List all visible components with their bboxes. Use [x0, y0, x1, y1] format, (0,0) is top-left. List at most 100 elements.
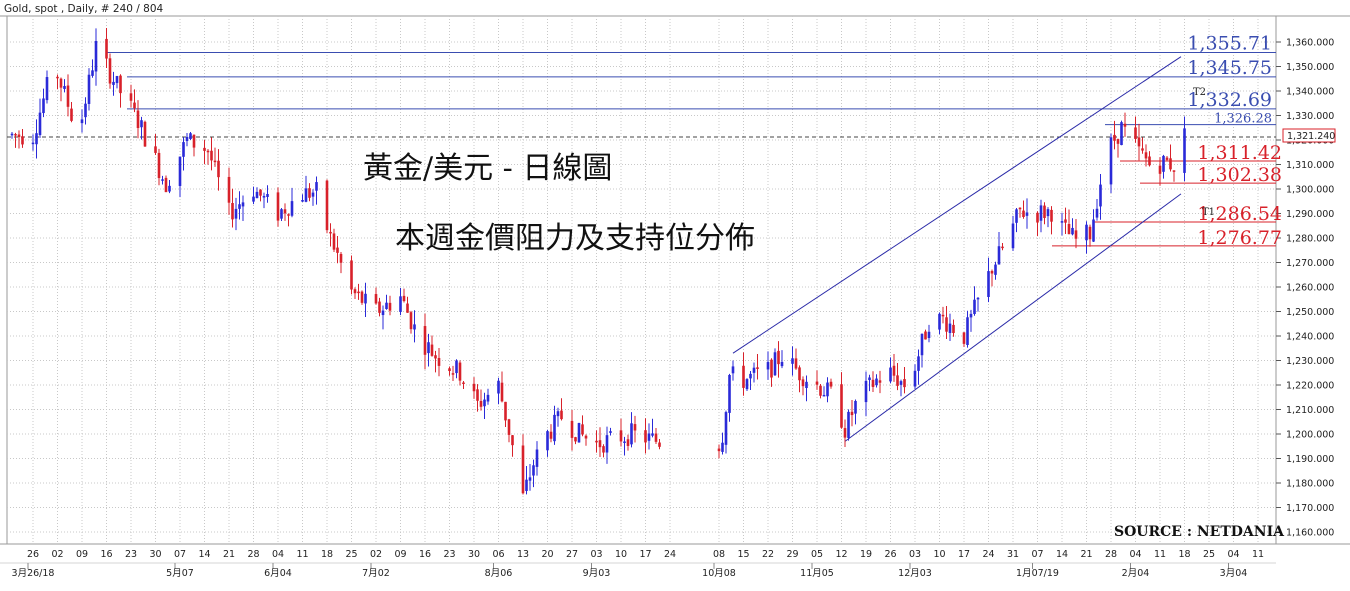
y-tick-label: 1,260.000 — [1286, 283, 1334, 294]
candle-down — [406, 303, 409, 313]
candle-up — [10, 133, 14, 136]
candle-up — [497, 380, 500, 394]
x-tick-label: 19 — [860, 549, 872, 560]
candle-down — [66, 85, 70, 107]
candle-up — [1162, 155, 1165, 172]
x-tick-label: 11 — [1154, 549, 1166, 560]
candle-down — [378, 301, 381, 313]
y-tick-label: 1,300.000 — [1286, 185, 1334, 196]
y-tick-label: 1,190.000 — [1286, 454, 1334, 465]
x-tick-label: 15 — [737, 549, 749, 560]
candlestick-series — [10, 27, 1186, 495]
x-tick-label: 24 — [664, 549, 676, 560]
candle-up — [556, 411, 560, 417]
candle-down — [504, 401, 507, 421]
channel-upper-line — [732, 56, 1182, 354]
candle-up — [385, 302, 388, 310]
candle-down — [850, 411, 854, 416]
month-label: 1月07/19 — [1016, 568, 1059, 579]
y-tick-label: 1,240.000 — [1286, 332, 1334, 343]
x-tick-label: 03 — [909, 549, 921, 560]
candle-down — [231, 202, 234, 220]
candle-down — [332, 233, 336, 250]
candle-down — [409, 312, 413, 330]
candle-down — [626, 439, 630, 446]
candle-up — [528, 477, 532, 481]
x-tick-label: 30 — [468, 549, 480, 560]
candle-up — [913, 370, 917, 387]
candle-down — [1113, 134, 1116, 141]
candle-down — [840, 384, 843, 428]
x-tick-label: 28 — [1105, 549, 1117, 560]
candle-up — [42, 98, 45, 114]
candle-down — [206, 150, 210, 153]
candle-up — [605, 435, 609, 453]
x-tick-label: 04 — [1227, 549, 1239, 560]
candle-down — [598, 440, 602, 448]
candle-up — [780, 361, 784, 367]
candle-down — [423, 326, 427, 355]
candle-down — [1123, 123, 1127, 127]
candle-up — [255, 191, 259, 199]
candle-up — [35, 133, 38, 145]
y-tick-label: 1,310.000 — [1286, 160, 1334, 171]
y-tick-label: 1,210.000 — [1286, 405, 1334, 416]
candle-down — [507, 419, 511, 435]
support-label: 1,311.42 — [1197, 142, 1282, 164]
candle-down — [276, 192, 280, 221]
candle-up — [290, 201, 294, 216]
gridlines — [7, 16, 1276, 544]
candle-down — [815, 381, 819, 385]
candle-up — [987, 271, 990, 297]
x-tick-label: 25 — [1203, 549, 1215, 560]
candle-up — [252, 196, 255, 202]
candle-up — [262, 196, 266, 198]
candle-down — [801, 379, 805, 387]
x-tick-label: 02 — [51, 549, 63, 560]
x-tick-label: 23 — [125, 549, 137, 560]
chart-title-line1: 黃金/美元 - 日線圖 — [363, 151, 612, 186]
candle-up — [1025, 212, 1029, 216]
x-tick-label: 04 — [272, 549, 284, 560]
candle-up — [84, 103, 87, 118]
candle-up — [1095, 208, 1099, 218]
candle-up — [948, 323, 952, 333]
candle-down — [843, 428, 847, 438]
x-tick-label: 23 — [443, 549, 455, 560]
candle-up — [721, 442, 724, 452]
candle-down — [511, 435, 514, 446]
x-tick-label: 12 — [835, 549, 847, 560]
x-tick-label: 24 — [982, 549, 994, 560]
candle-up — [749, 373, 752, 379]
x-tick-label: 10 — [933, 549, 945, 560]
candle-up — [161, 179, 164, 181]
candle-down — [1018, 207, 1022, 210]
candle-down — [1116, 139, 1120, 144]
candle-up — [525, 479, 528, 491]
x-tick-label: 10 — [615, 549, 627, 560]
candle-up — [427, 342, 430, 354]
y-tick-label: 1,160.000 — [1286, 528, 1334, 539]
candle-up — [826, 382, 829, 397]
candle-down — [227, 176, 231, 203]
x-tick-label: 16 — [100, 549, 112, 560]
candle-down — [1144, 152, 1148, 159]
candle-down — [437, 357, 441, 366]
month-labels: 3月26/18 5月07 6月04 7月02 8月06 9月03 10月08 11月05 12月… — [12, 563, 1247, 579]
candle-down — [829, 381, 833, 387]
candle-up — [875, 378, 878, 386]
candle-down — [192, 134, 196, 148]
candle-down — [1137, 137, 1141, 147]
candle-up — [535, 449, 539, 467]
candle-down — [878, 380, 882, 383]
candle-down — [777, 350, 780, 365]
x-tick-label: 21 — [223, 549, 235, 560]
candle-down — [584, 435, 588, 439]
x-tick-label: 17 — [958, 549, 970, 560]
candle-up — [724, 412, 728, 445]
x-tick-label: 31 — [1007, 549, 1019, 560]
x-tick-label: 13 — [517, 549, 529, 560]
y-tick-label: 1,330.000 — [1286, 111, 1334, 122]
candle-up — [1015, 209, 1018, 223]
candle-up — [927, 331, 931, 339]
